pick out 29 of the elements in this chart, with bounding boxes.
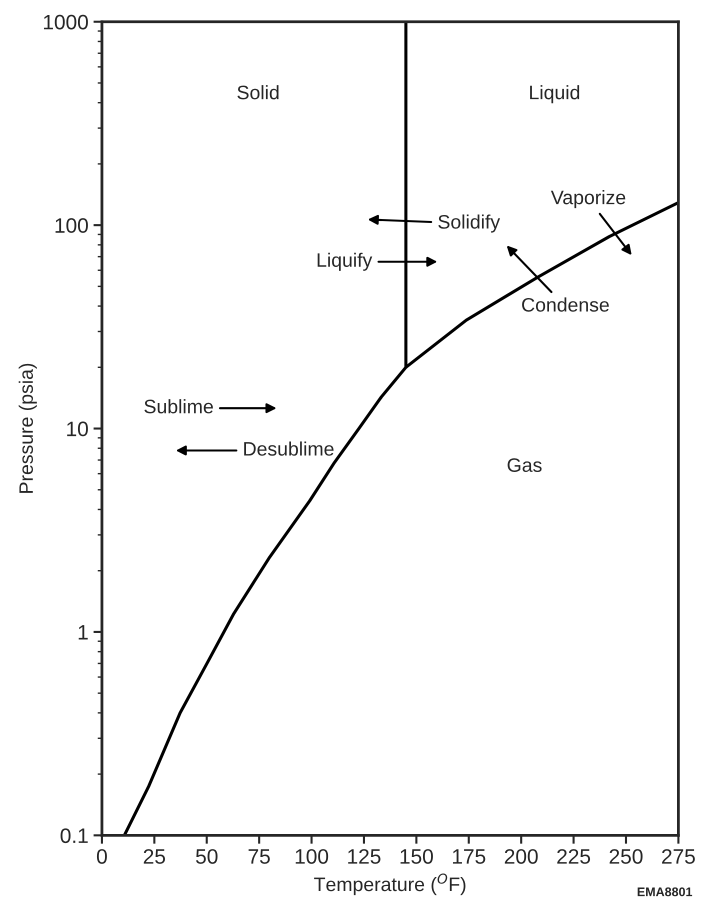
x-axis-title: Temperature ($^{O}$F) bbox=[314, 874, 466, 896]
text: EMA8801 bbox=[638, 887, 692, 896]
x-tick-label: 150 bbox=[400, 849, 433, 864]
x-tick-label: 225 bbox=[557, 849, 590, 864]
annotation: Liquid bbox=[530, 85, 580, 104]
x-tick-label: 175 bbox=[452, 849, 486, 864]
x-tick-label: 250 bbox=[610, 849, 643, 864]
x-tick-label: 275 bbox=[662, 849, 695, 864]
x-tick-label: 100 bbox=[296, 849, 328, 864]
x-tick-label: 200 bbox=[504, 849, 538, 864]
annotation: Condense bbox=[522, 297, 609, 312]
annotation: Sublime bbox=[144, 399, 213, 414]
y-tick-label: 100 bbox=[56, 218, 88, 233]
annotation: Solidify bbox=[438, 214, 500, 233]
x-tick-label: 0 bbox=[96, 849, 107, 864]
x-tick-label: 75 bbox=[248, 849, 270, 864]
x-tick-label: 125 bbox=[348, 849, 380, 864]
x-tick-label: 50 bbox=[196, 849, 218, 864]
y-axis-title: Pressure (psia) bbox=[18, 364, 37, 493]
x-tick-label: 25 bbox=[144, 849, 166, 864]
annotation: Desublime bbox=[244, 441, 334, 456]
annotation: Gas bbox=[508, 458, 542, 472]
annotation: Solid bbox=[237, 85, 279, 100]
y-tick-label: 10 bbox=[67, 422, 88, 436]
y-tick-label: 1 bbox=[78, 625, 88, 640]
y-tick-label: 0.1 bbox=[60, 828, 88, 844]
annotation: Liquify bbox=[318, 252, 372, 271]
annotation: Vaporize bbox=[550, 190, 626, 208]
y-tick-label: 1000 bbox=[44, 14, 88, 30]
